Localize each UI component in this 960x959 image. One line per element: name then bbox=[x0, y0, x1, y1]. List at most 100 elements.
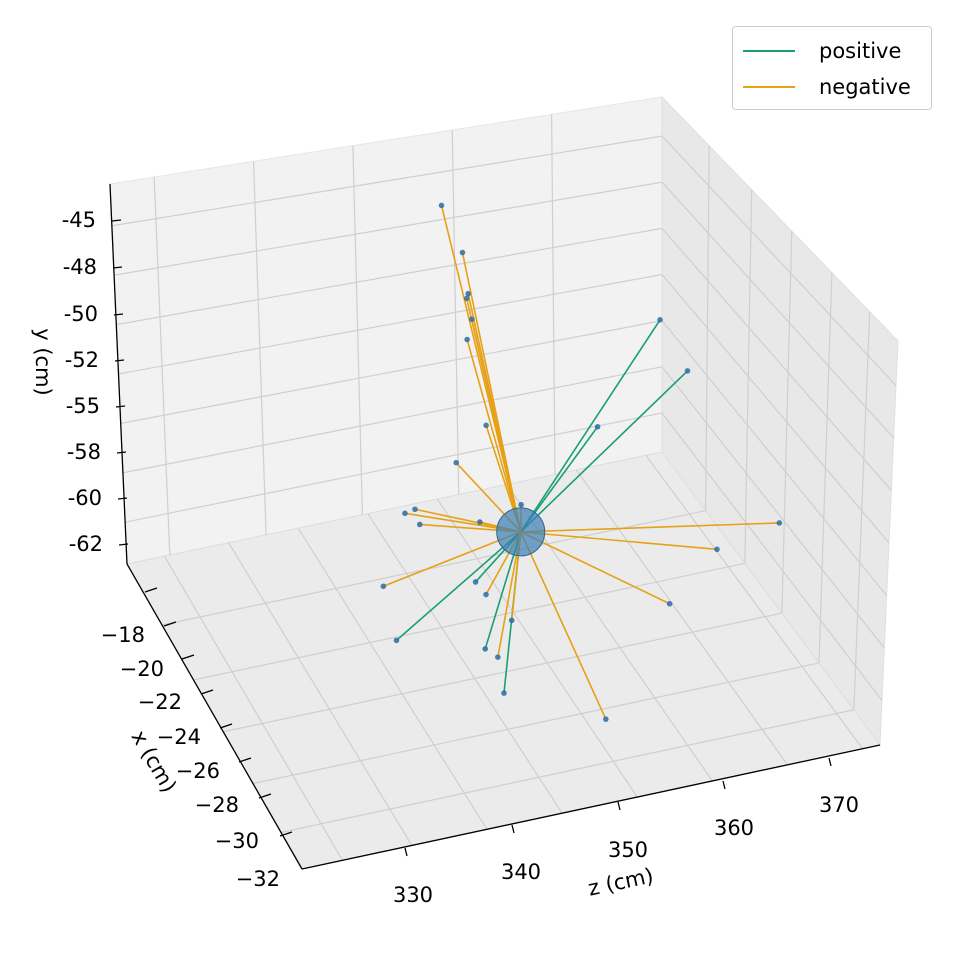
y-tick-label-0: -45 bbox=[62, 208, 96, 232]
grid-right-horizontal-0 bbox=[661, 135, 897, 386]
grid-right-horizontal-1 bbox=[661, 181, 895, 439]
y-tick-label-4: -55 bbox=[66, 394, 100, 418]
line-positive-0 bbox=[520, 319, 661, 533]
point-negative-12 bbox=[518, 501, 524, 508]
line-negative-18 bbox=[383, 531, 522, 588]
grid-right-horizontal-2 bbox=[661, 227, 892, 491]
x-tick-label-7: −32 bbox=[236, 867, 280, 891]
point-positive-4 bbox=[482, 646, 489, 652]
legend-label-positive: positive bbox=[819, 39, 902, 63]
y-tick-mark-5 bbox=[116, 451, 127, 454]
legend-item-positive: positive bbox=[743, 39, 901, 63]
x-tick-mark-4 bbox=[219, 723, 233, 729]
point-negative-18 bbox=[380, 583, 387, 590]
legend-item-negative: negative bbox=[743, 75, 911, 99]
y-axis-title: y (cm) bbox=[31, 328, 55, 396]
point-negative-4 bbox=[468, 316, 475, 323]
z-tick-label-1: 340 bbox=[501, 860, 541, 884]
x-tick-label-2: −22 bbox=[138, 690, 182, 714]
x-tick-mark-0 bbox=[144, 587, 158, 593]
line-positive-6 bbox=[395, 531, 522, 641]
x-tick-label-3: −24 bbox=[157, 725, 201, 749]
grid-floor-x-6 bbox=[575, 469, 789, 766]
legend-swatch-positive bbox=[743, 50, 795, 52]
x-tick-label-1: −20 bbox=[120, 657, 164, 681]
y-tick-mark-6 bbox=[117, 497, 128, 500]
point-negative-16 bbox=[508, 617, 515, 624]
point-positive-1 bbox=[684, 368, 691, 374]
x-tick-mark-2 bbox=[181, 654, 195, 660]
grid-floor-z-1 bbox=[193, 562, 745, 681]
grid-left-horizontal-1 bbox=[113, 181, 663, 276]
grid-floor-x-3 bbox=[367, 513, 563, 814]
grid-floor-x-7 bbox=[645, 455, 864, 750]
y-tick-label-1: -48 bbox=[63, 255, 97, 279]
z-tick-label-2: 350 bbox=[608, 838, 648, 862]
x-tick-mark-3 bbox=[200, 689, 214, 695]
y-tick-mark-7 bbox=[118, 543, 129, 546]
grid-left-horizontal-0 bbox=[111, 135, 663, 227]
grid-lines bbox=[111, 114, 897, 861]
y-tick-label-5: -58 bbox=[67, 440, 101, 464]
point-negative-20 bbox=[776, 520, 783, 526]
y-tick-label-3: -52 bbox=[65, 348, 99, 372]
point-negative-8 bbox=[412, 506, 418, 513]
x-tick-label-6: −30 bbox=[215, 829, 259, 853]
x-axis-spine bbox=[126, 563, 303, 870]
line-negative-20 bbox=[520, 522, 780, 533]
x-tick-mark-1 bbox=[163, 621, 177, 627]
grid-left-horizontal-2 bbox=[116, 227, 663, 326]
point-negative-1 bbox=[438, 202, 445, 209]
point-positive-6 bbox=[393, 637, 400, 644]
axes bbox=[109, 183, 881, 870]
point-negative-19 bbox=[495, 654, 501, 660]
line-negative-14 bbox=[520, 531, 670, 605]
z-tick-mark-1 bbox=[511, 824, 515, 834]
x-tick-label-0: −18 bbox=[101, 623, 145, 647]
point-negative-6 bbox=[483, 422, 489, 429]
legend-swatch-negative bbox=[743, 86, 795, 88]
z-axis-spine bbox=[301, 744, 881, 870]
point-negative-17 bbox=[483, 591, 489, 598]
x-tick-label-5: −28 bbox=[195, 793, 239, 817]
z-tick-mark-3 bbox=[722, 780, 726, 790]
grid-floor-x-2 bbox=[297, 527, 488, 830]
y-tick-label-7: -62 bbox=[69, 532, 103, 556]
line-negative-4 bbox=[471, 319, 522, 533]
point-negative-14 bbox=[666, 600, 673, 607]
point-positive-2 bbox=[594, 423, 601, 430]
line-negative-15 bbox=[519, 531, 607, 720]
y-tick-mark-1 bbox=[112, 266, 123, 269]
point-negative-11 bbox=[477, 519, 483, 525]
data-points bbox=[380, 202, 783, 722]
point-negative-15 bbox=[603, 716, 609, 722]
grid-floor-z-3 bbox=[252, 662, 820, 785]
grid-left-horizontal-5 bbox=[122, 366, 663, 474]
point-negative-13 bbox=[714, 546, 720, 553]
y-tick-mark-0 bbox=[111, 219, 122, 222]
point-positive-0 bbox=[657, 317, 663, 323]
x-tick-mark-6 bbox=[258, 793, 272, 799]
y-tick-mark-3 bbox=[114, 359, 125, 362]
x-tick-mark-5 bbox=[238, 757, 252, 763]
grid-right-horizontal-5 bbox=[661, 366, 885, 649]
point-negative-7 bbox=[453, 459, 460, 466]
x-tick-label-4: −26 bbox=[176, 759, 220, 783]
legend-label-negative: negative bbox=[819, 75, 911, 99]
point-negative-2 bbox=[465, 290, 471, 297]
line-negative-5 bbox=[466, 339, 522, 533]
point-negative-3 bbox=[463, 295, 470, 302]
line-positive-1 bbox=[520, 370, 689, 533]
y-tick-mark-4 bbox=[115, 405, 126, 408]
point-negative-5 bbox=[464, 336, 470, 343]
grid-floor-x-4 bbox=[436, 498, 638, 798]
grid-left-horizontal-4 bbox=[120, 320, 663, 424]
y-axis-spine bbox=[109, 183, 128, 565]
grid-right-horizontal-4 bbox=[661, 320, 888, 596]
y-tick-mark-2 bbox=[113, 313, 124, 316]
grid-floor-z-4 bbox=[280, 709, 854, 833]
grid-right-horizontal-3 bbox=[661, 274, 890, 544]
point-positive-5 bbox=[501, 690, 507, 696]
center-point bbox=[496, 507, 546, 557]
